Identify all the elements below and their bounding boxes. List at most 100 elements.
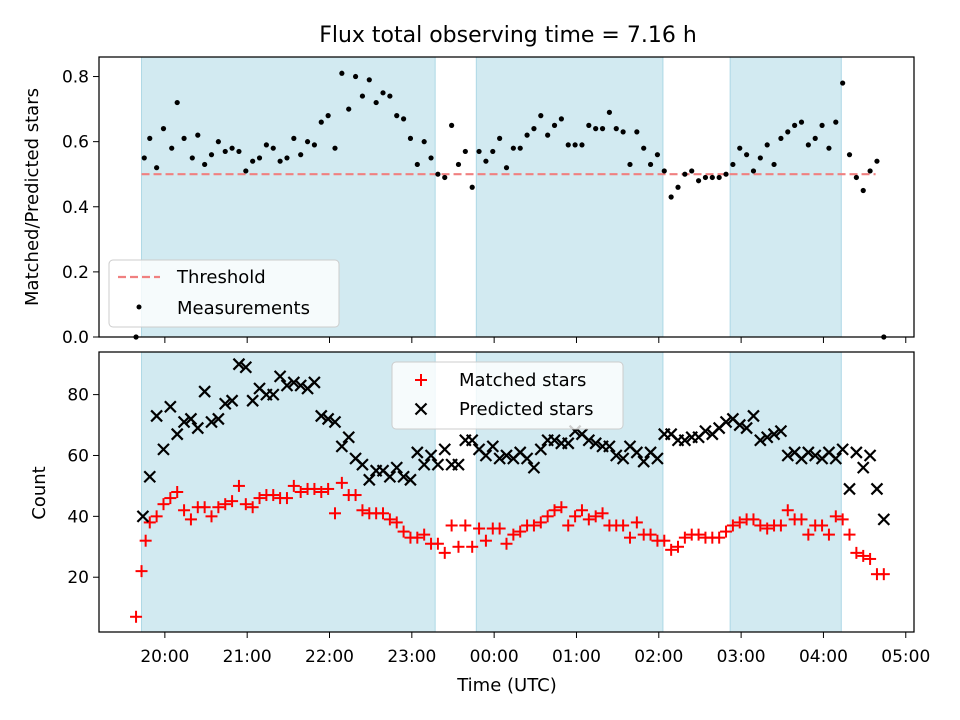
predicted-point [363, 473, 376, 487]
top-y-axis-label: Matched/Predicted stars [22, 88, 43, 306]
matched-point [726, 519, 739, 532]
top-x-ticks [164, 337, 907, 343]
measurement-point [298, 152, 304, 158]
matched-point [672, 540, 685, 553]
bottom-shaded-window [141, 351, 436, 633]
top-axes-frame [98, 56, 915, 338]
figure-title: Flux total observing time = 7.16 h [319, 23, 697, 48]
matched-point [418, 528, 431, 541]
matched-point [219, 498, 232, 511]
measurement-point [798, 119, 805, 125]
matched-point [541, 510, 554, 523]
matched-point [836, 513, 849, 526]
measurement-point [174, 99, 180, 106]
measurement-point [620, 129, 626, 135]
predicted-point [411, 446, 424, 459]
legend-matched-label: Matched stars [459, 370, 586, 391]
measurement-point [195, 132, 201, 138]
predicted-point [198, 385, 211, 398]
measurement-point [256, 155, 263, 161]
measurement-point [517, 145, 523, 151]
bottom-y-tick-label: 20 [67, 568, 89, 588]
legend-predicted-label: Predicted stars [459, 399, 593, 420]
predicted-point [609, 449, 623, 462]
x-tick-label: 00:00 [470, 647, 519, 667]
predicted-point [479, 449, 493, 462]
matched-point [473, 522, 486, 535]
matched-point [582, 513, 595, 526]
measurement-point [606, 109, 613, 115]
legend-predicted-swatch [414, 402, 428, 416]
measurement-point [449, 122, 455, 128]
measurement-point [613, 126, 619, 132]
measurement-point [750, 168, 757, 174]
top-y-tick-label: 0.4 [62, 198, 89, 218]
predicted-point [651, 452, 664, 465]
matched-point [246, 501, 259, 514]
measurement-point [826, 145, 832, 151]
measurement-point [497, 135, 503, 141]
predicted-point [150, 409, 163, 423]
measurement-point [874, 158, 880, 164]
measurement-point [647, 161, 654, 168]
predicted-point [850, 446, 863, 459]
measurement-point [380, 90, 386, 96]
x-tick-label: 05:00 [881, 647, 930, 667]
measurement-point [476, 148, 482, 155]
matched-point [527, 519, 540, 532]
legend-predicted-marker [414, 402, 428, 416]
matched-point [150, 510, 163, 523]
matched-point [630, 516, 643, 529]
measurement-point [627, 161, 633, 168]
matched-point [452, 540, 465, 553]
predicted-point [808, 449, 822, 462]
top-y-tick-label: 0.8 [62, 68, 89, 88]
predicted-point [191, 421, 205, 435]
measurement-point [744, 152, 750, 158]
predicted-point [239, 360, 253, 374]
measurement-point [455, 161, 462, 168]
measurement-point [661, 168, 667, 174]
matched-point [500, 537, 513, 550]
matched-point [397, 525, 410, 538]
matched-point [774, 519, 787, 532]
matched-point [802, 528, 815, 541]
matched-point [253, 492, 266, 505]
predicted-point [678, 433, 692, 447]
matched-point [267, 489, 280, 502]
measurement-point [503, 165, 510, 171]
predicted-point [733, 418, 747, 432]
measurement-points-layer [133, 70, 887, 340]
predicted-point [177, 415, 191, 429]
predicted-point [630, 446, 644, 459]
measurement-point [284, 155, 290, 161]
top-shaded-window [475, 56, 664, 338]
matched-point [205, 510, 218, 523]
top-legend: Threshold Measurements [108, 259, 340, 328]
measurement-point [538, 113, 544, 119]
predicted-point [280, 379, 294, 392]
predicted-point [637, 455, 650, 468]
matched-point [328, 507, 341, 520]
x-tick-label: 22:00 [305, 647, 354, 667]
measurement-point [792, 122, 798, 128]
predicted-point [486, 440, 500, 453]
predicted-point [205, 415, 218, 429]
measurement-point [462, 148, 468, 155]
predicted-point [802, 446, 815, 459]
predicted-point [603, 440, 616, 453]
measurement-point [757, 155, 763, 161]
matched-point [232, 479, 245, 492]
measurement-point [785, 129, 791, 135]
measurement-point [222, 148, 228, 155]
matched-point [562, 519, 575, 532]
predicted-point [856, 461, 870, 474]
measurement-point [805, 142, 811, 148]
matched-point [308, 482, 321, 495]
matched-point [184, 513, 197, 526]
matched-point [822, 528, 835, 541]
measurement-point [215, 139, 221, 145]
measurement-point [730, 161, 736, 168]
matched-point [548, 504, 561, 517]
matched-point [644, 528, 657, 541]
